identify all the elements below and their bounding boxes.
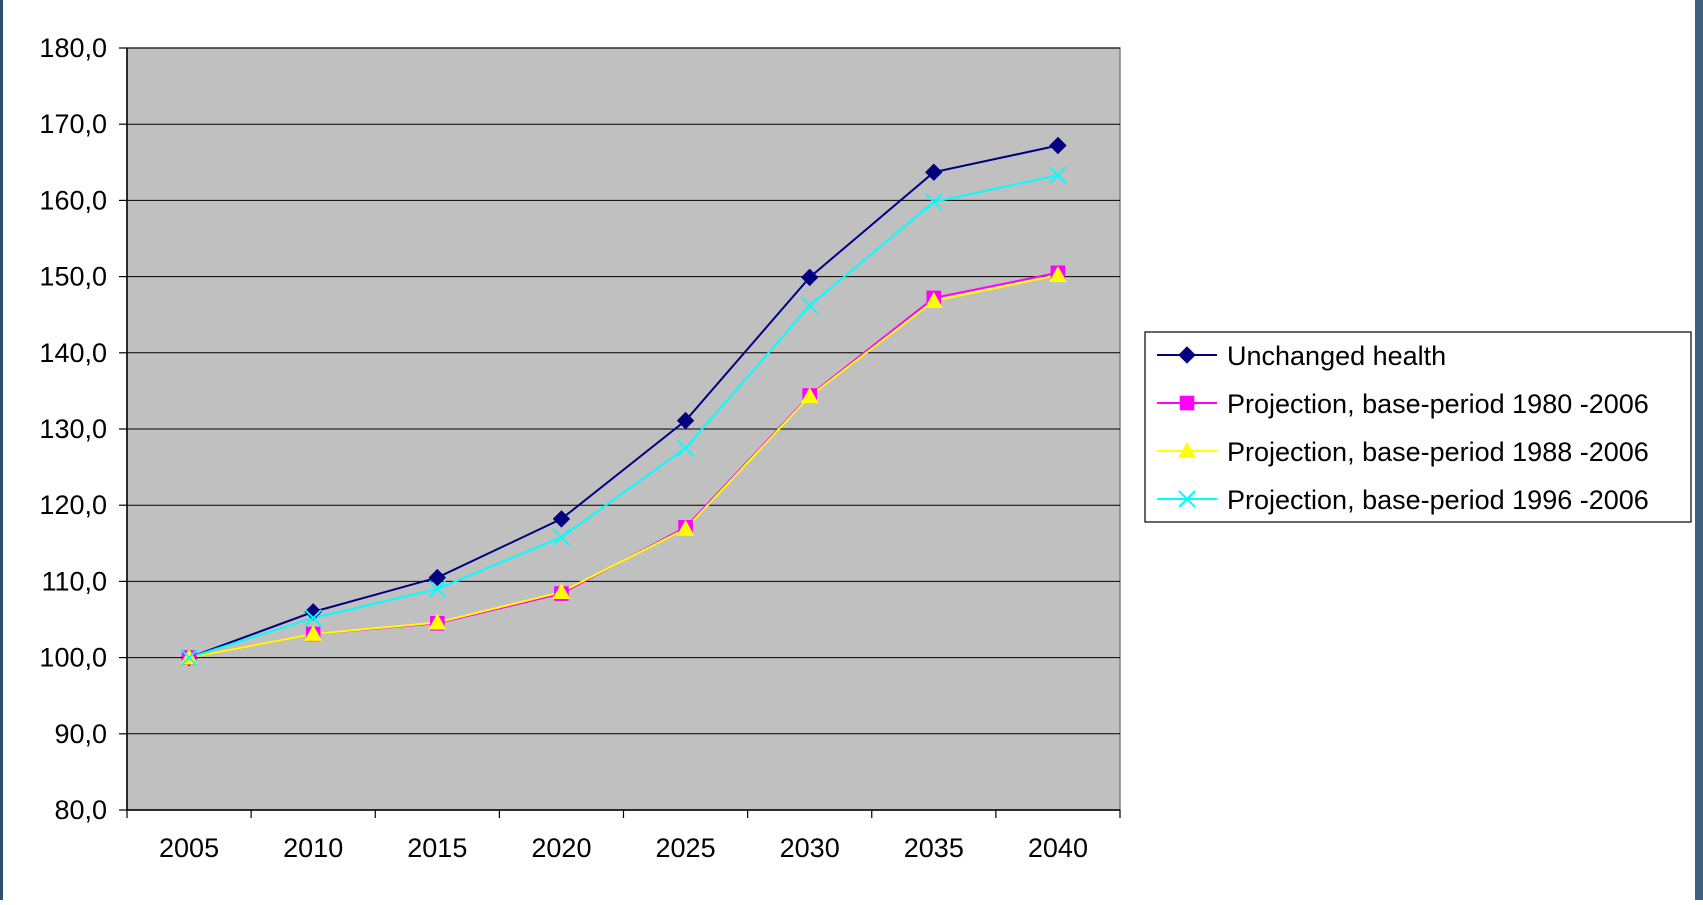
data-point xyxy=(552,510,571,528)
data-point xyxy=(552,583,571,599)
x-tick-label: 2040 xyxy=(1028,833,1088,863)
data-point xyxy=(428,568,447,587)
data-point xyxy=(304,609,322,627)
data-point xyxy=(925,193,943,211)
data-point xyxy=(304,624,323,641)
series-markers xyxy=(180,136,1067,667)
data-point xyxy=(800,296,819,315)
series-line xyxy=(188,174,1059,659)
y-tick-label: 90,0 xyxy=(54,719,107,749)
legend-label: Unchanged health xyxy=(1227,341,1446,371)
data-point xyxy=(800,387,819,404)
legend-label: Projection, base-period 1988 -2006 xyxy=(1227,437,1649,467)
y-tick-label: 130,0 xyxy=(39,414,107,444)
y-tick-label: 160,0 xyxy=(39,185,107,215)
y-tick-label: 80,0 xyxy=(54,795,107,825)
y-tick-label: 150,0 xyxy=(39,262,107,292)
data-point xyxy=(428,580,447,598)
y-tick-label: 110,0 xyxy=(41,566,107,596)
x-tick-label: 2020 xyxy=(531,833,591,863)
data-point xyxy=(1049,166,1067,184)
x-tick-label: 2005 xyxy=(159,833,219,863)
x-tick-label: 2025 xyxy=(656,833,716,863)
window-frame-left xyxy=(0,0,3,900)
data-point xyxy=(676,411,695,430)
y-tick-label: 180,0 xyxy=(39,33,107,63)
legend-marker xyxy=(1178,441,1196,458)
x-tick-label: 2010 xyxy=(283,833,343,863)
legend-marker xyxy=(1178,346,1196,364)
data-point xyxy=(1049,266,1067,282)
series-line xyxy=(188,274,1059,659)
series-lines xyxy=(188,144,1059,659)
y-tick-label: 170,0 xyxy=(39,109,107,139)
window-frame-right xyxy=(1695,0,1703,900)
series-line xyxy=(188,144,1059,659)
x-tick-label: 2015 xyxy=(407,833,467,863)
legend-label: Projection, base-period 1996 -2006 xyxy=(1227,485,1649,515)
data-point xyxy=(676,439,695,457)
y-tick-label: 140,0 xyxy=(39,338,107,368)
legend: Unchanged health Projection, base-period … xyxy=(1144,331,1692,523)
y-tick-label: 100,0 xyxy=(39,643,107,673)
data-point xyxy=(552,528,571,546)
data-point xyxy=(924,291,943,308)
y-axis-ticks: 80,0 90,0 100,0 110,0 120,0 130,0 140,0 150,0 16… xyxy=(39,33,127,825)
x-tick-label: 2035 xyxy=(904,833,964,863)
legend-marker xyxy=(1178,490,1196,508)
data-point xyxy=(800,268,819,287)
data-point xyxy=(925,163,943,181)
data-point xyxy=(304,603,322,621)
legend-box xyxy=(1144,331,1692,523)
legend-label: Projection, base-period 1980 -2006 xyxy=(1227,389,1649,419)
data-point xyxy=(180,648,198,667)
legend-marker xyxy=(1179,395,1195,411)
data-point xyxy=(428,613,447,630)
x-axis-ticks: 2005 2010 2015 2020 2025 2030 2035 2040 xyxy=(126,810,1121,863)
gridlines xyxy=(127,47,1120,735)
data-point xyxy=(676,519,695,536)
y-tick-label: 120,0 xyxy=(39,490,107,520)
data-point xyxy=(1049,136,1067,155)
x-tick-label: 2030 xyxy=(780,833,840,863)
